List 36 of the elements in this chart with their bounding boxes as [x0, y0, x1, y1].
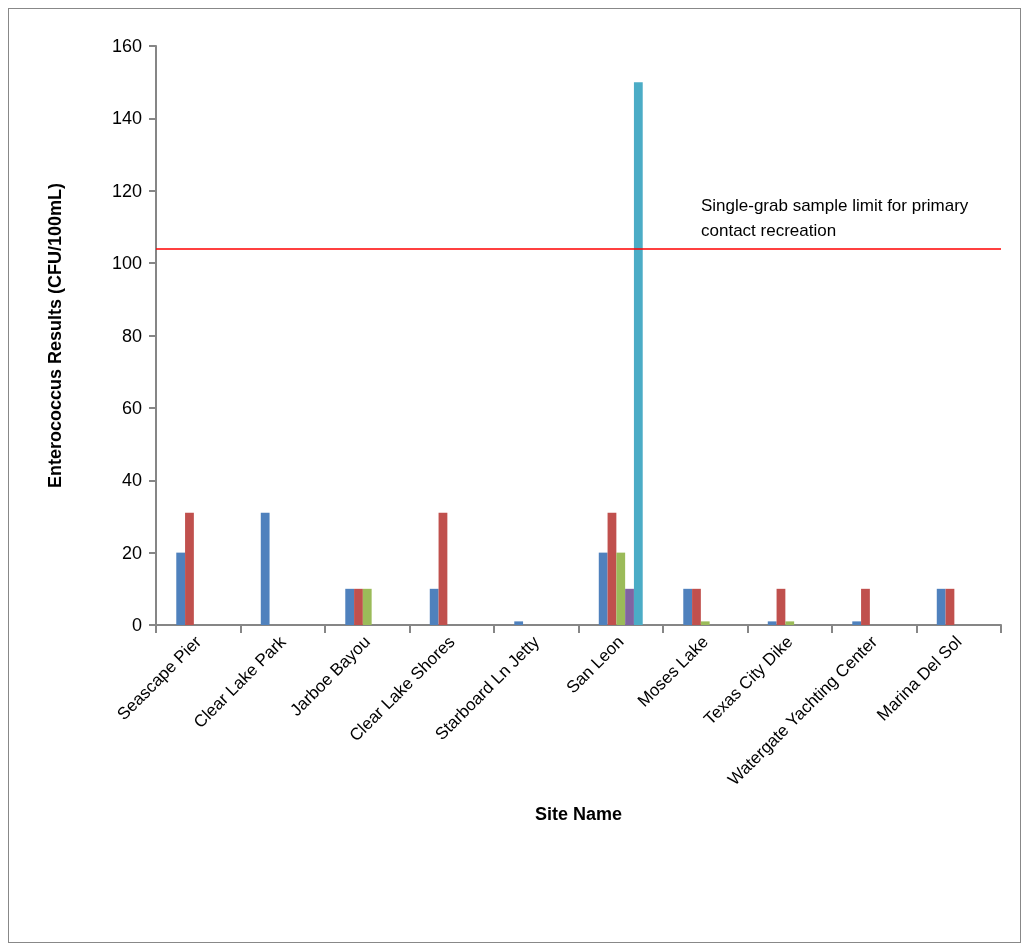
bar [598, 552, 608, 625]
y-axis-title: Enterococcus Results (CFU/100mL) [45, 182, 65, 489]
y-tick-label: 120 [111, 180, 142, 201]
bar [362, 588, 372, 625]
bar [767, 621, 777, 625]
y-tick-label: 100 [111, 253, 142, 274]
bar [176, 552, 186, 625]
bar [345, 588, 355, 625]
bar [700, 621, 710, 625]
bar [936, 588, 946, 625]
y-tick-label: 20 [121, 542, 142, 563]
bar [438, 512, 448, 625]
y-tick-label: 0 [131, 615, 142, 635]
y-tick-label: 60 [121, 397, 142, 418]
bar [625, 588, 634, 625]
bar [607, 512, 617, 625]
bar [692, 588, 701, 625]
y-tick-label: 140 [111, 108, 142, 129]
y-tick-label: 80 [121, 325, 142, 346]
y-tick-label: 160 [111, 36, 142, 56]
bar [683, 588, 693, 625]
bar [616, 552, 626, 625]
y-tick-label: 40 [121, 470, 142, 491]
x-axis-title: Site Name [534, 804, 623, 824]
bar [429, 588, 439, 625]
bar [852, 621, 862, 625]
bar [633, 82, 643, 625]
bar [260, 512, 270, 625]
bar [514, 621, 524, 625]
ref-line-label: Single-grab sample limit for primary contact recreation [701, 195, 974, 240]
bar [354, 588, 363, 625]
bar [776, 588, 786, 625]
bar [945, 588, 955, 625]
bar [185, 512, 194, 625]
bar [785, 621, 795, 625]
bar [861, 588, 870, 625]
